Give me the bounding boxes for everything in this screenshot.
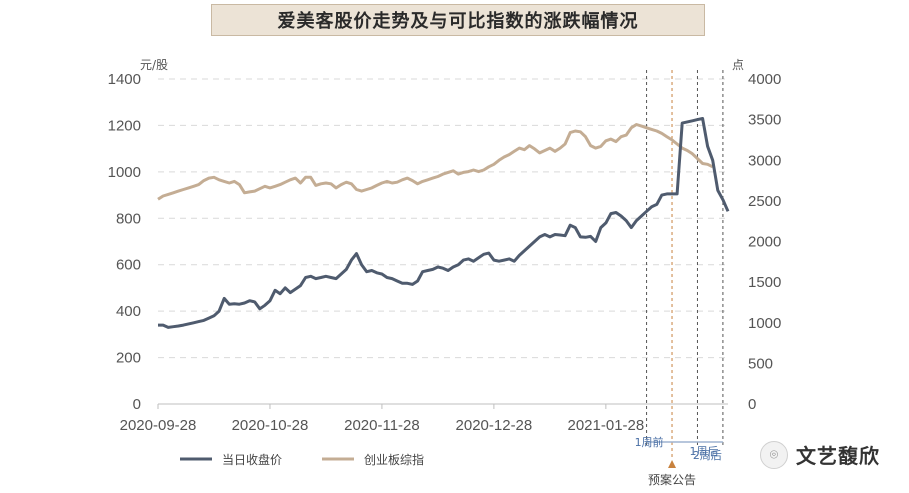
label-two-weeks-after: 2周后 xyxy=(693,449,722,462)
right-tick-label: 1000 xyxy=(748,315,781,332)
right-axis-unit: 点 xyxy=(732,58,744,72)
label-one-week-after: 1周后 xyxy=(689,445,718,458)
left-tick-label: 800 xyxy=(116,210,141,227)
left-tick-label: 1400 xyxy=(108,71,141,88)
right-tick-label: 0 xyxy=(748,396,756,413)
right-tick-label: 3000 xyxy=(748,152,781,169)
series-line-index xyxy=(157,123,714,201)
label-one-week-before: 1周前 xyxy=(635,435,664,449)
series-line-stock xyxy=(158,117,730,329)
right-tick-label: 2500 xyxy=(748,193,781,210)
x-tick-label: 2020-10-28 xyxy=(232,417,309,434)
left-tick-label: 600 xyxy=(116,257,141,274)
chart-title: 爱美客股价走势及与可比指数的涨跌幅情况 xyxy=(277,11,639,32)
right-tick-label: 500 xyxy=(748,355,773,372)
x-tick-label: 2021-01-28 xyxy=(567,417,644,434)
legend-label-stock: 当日收盘价 xyxy=(222,452,282,467)
announcement-marker xyxy=(668,460,677,468)
watermark-text: 文艺馥欣 xyxy=(796,444,880,468)
legend-label-index: 创业板综指 xyxy=(364,452,424,467)
label-announcement: 预案公告 xyxy=(648,472,696,487)
right-tick-label: 3500 xyxy=(748,112,781,129)
x-tick-label: 2020-09-28 xyxy=(120,417,197,434)
wechat-icon: ⌾ xyxy=(760,440,788,469)
left-axis-unit: 元/股 xyxy=(140,58,168,72)
x-tick-label: 2020-12-28 xyxy=(456,417,533,434)
right-tick-label: 2000 xyxy=(748,234,781,251)
left-tick-label: 200 xyxy=(116,350,141,367)
x-tick-label: 2020-11-28 xyxy=(344,417,420,434)
left-tick-label: 400 xyxy=(116,303,141,320)
right-tick-label: 4000 xyxy=(748,71,781,88)
left-tick-label: 1200 xyxy=(108,117,141,134)
left-tick-label: 1000 xyxy=(108,164,141,181)
chart-title-box: 爱美客股价走势及与可比指数的涨跌幅情况 xyxy=(211,4,705,36)
left-tick-label: 0 xyxy=(133,396,141,413)
watermark: ⌾ 文艺馥欣 xyxy=(760,440,880,469)
right-tick-label: 1500 xyxy=(748,274,781,291)
